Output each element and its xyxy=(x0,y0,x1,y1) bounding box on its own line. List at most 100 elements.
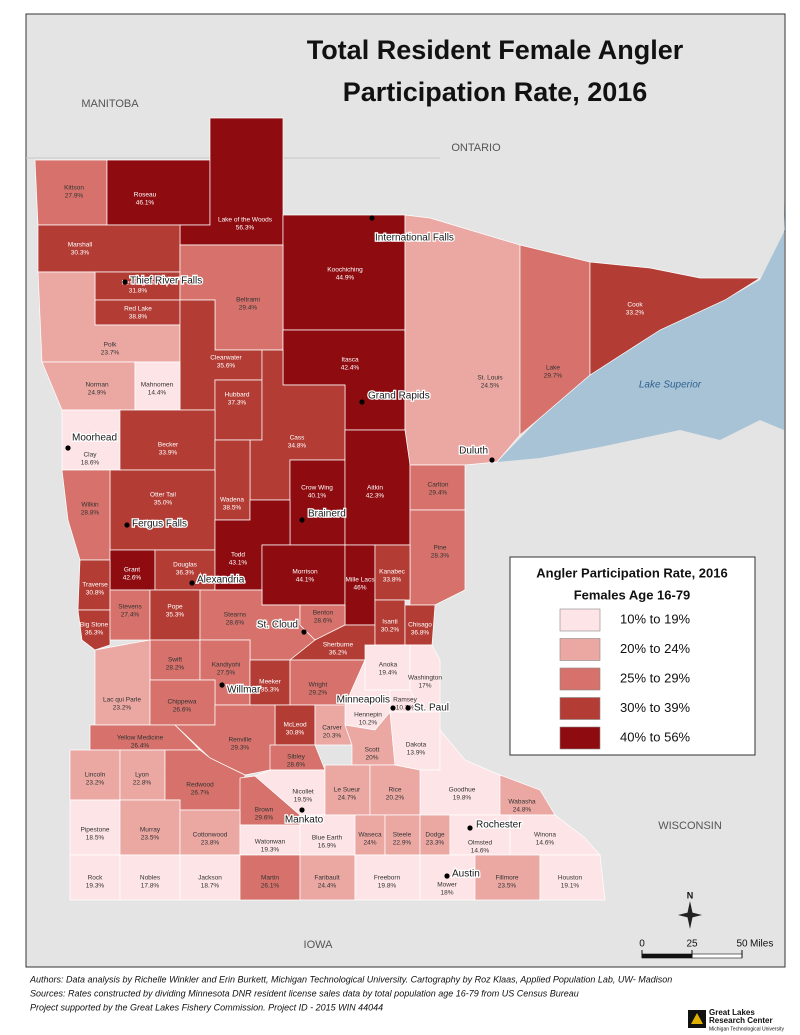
county-value-label: 24% xyxy=(363,840,376,847)
county-name: Wabasha xyxy=(508,799,536,806)
county-value-label: 42.3% xyxy=(366,493,385,500)
county-name: Martin xyxy=(261,875,279,882)
county-value-label: 28.2% xyxy=(166,665,185,672)
city-label: Fergus Falls xyxy=(132,519,187,530)
scale-tick-label: 25 xyxy=(686,939,698,950)
county-name: Blue Earth xyxy=(312,835,343,842)
county-name: Lake xyxy=(546,365,560,372)
region-label: IOWA xyxy=(304,939,334,951)
county-value-label: 22.8% xyxy=(133,780,152,787)
scale-tick-label: 0 xyxy=(639,939,645,950)
county-name: Kanabec xyxy=(379,569,405,576)
city-dot xyxy=(65,445,71,451)
city-dot xyxy=(301,629,307,635)
city-label: Austin xyxy=(452,869,480,880)
city-label: Minneapolis xyxy=(337,695,390,706)
county-value-label: 30.3% xyxy=(71,250,90,257)
county-name: Goodhue xyxy=(449,787,476,794)
county-value-label: 13.9% xyxy=(407,750,426,757)
county-name: Traverse xyxy=(82,582,108,589)
county xyxy=(539,854,606,901)
county-name: Sherburne xyxy=(323,642,354,649)
county-value-label: 26.1% xyxy=(261,883,280,890)
county-value-label: 14.4% xyxy=(148,390,167,397)
legend-label: 30% to 39% xyxy=(620,700,691,715)
county-name: Marshall xyxy=(68,242,93,249)
county-name: Anoka xyxy=(379,662,398,669)
county-value-label: 29.4% xyxy=(429,490,448,497)
county-value-label: 35.6% xyxy=(217,363,236,370)
county-value-label: 17% xyxy=(418,683,431,690)
county-value-label: 19.8% xyxy=(378,883,397,890)
county-value-label: 29.2% xyxy=(309,690,328,697)
county-name: Douglas xyxy=(173,562,198,569)
county-name: Mahnomen xyxy=(141,382,174,389)
county-name: Wilkin xyxy=(81,502,99,509)
county-name: Roseau xyxy=(134,192,157,199)
logo-icon-mark xyxy=(691,1013,703,1024)
legend-box xyxy=(509,556,756,756)
scale-tick-label: 50 xyxy=(736,939,748,950)
county-name: Waseca xyxy=(358,832,382,839)
county-value-label: 14.6% xyxy=(471,848,490,855)
county-name: Freeborn xyxy=(374,875,401,882)
county-value-label: 24.7% xyxy=(338,795,357,802)
county-name: Pine xyxy=(433,545,446,552)
county-value-label: 26.6% xyxy=(173,707,192,714)
county-name: Todd xyxy=(231,552,245,559)
county-name: Wadena xyxy=(220,497,244,504)
cities: Thief River Falls Moorhead Fergus Falls Ale… xyxy=(65,215,523,881)
county-value-label: 37.3% xyxy=(228,400,247,407)
county-value-label: 33.9% xyxy=(159,450,178,457)
county-name: Dodge xyxy=(425,832,445,839)
footer-line: Authors: Data analysis by Richelle Winkl… xyxy=(29,974,672,984)
county-name: Lac qui Parle xyxy=(103,697,141,704)
county-value-label: 14.6% xyxy=(536,840,555,847)
county-value-label: 26.7% xyxy=(191,790,210,797)
county-name: Lake of the Woods xyxy=(218,217,273,224)
county-value-label: 18.6% xyxy=(81,460,100,467)
county-value-label: 31.8% xyxy=(129,288,148,295)
county-name: Otter Tail xyxy=(150,492,176,499)
county-name: Carlton xyxy=(428,482,449,489)
region-label: ONTARIO xyxy=(451,142,501,154)
county xyxy=(509,814,601,856)
county-name: Yellow Medicine xyxy=(117,735,164,742)
county-name: Pope xyxy=(167,604,183,611)
legend: Angler Participation Rate, 2016 Females A… xyxy=(536,565,728,750)
title: Total Resident Female Angler xyxy=(307,35,684,65)
scale-unit: Miles xyxy=(750,939,773,950)
lake-superior xyxy=(497,200,785,462)
county xyxy=(519,244,591,436)
county-name: Jackson xyxy=(198,875,222,882)
county-value-label: 29.3% xyxy=(231,745,250,752)
county-name: Cook xyxy=(627,302,643,309)
county xyxy=(404,214,521,466)
county-name: Grant xyxy=(124,567,140,574)
county-value-label: 27.5% xyxy=(217,670,236,677)
county-name: Rice xyxy=(388,787,401,794)
legend-label: 25% to 29% xyxy=(620,670,691,685)
county-value-label: 46% xyxy=(353,585,366,592)
county-name: Scott xyxy=(365,747,380,754)
city-label: International Falls xyxy=(375,233,454,244)
county-name: Carver xyxy=(322,725,342,732)
county-name: Winona xyxy=(534,832,556,839)
county-value-label: 28.6% xyxy=(226,620,245,627)
county-value-label: 40.1% xyxy=(308,493,327,500)
region-label: WISCONSIN xyxy=(658,820,722,832)
city-dot xyxy=(219,682,225,688)
county xyxy=(94,639,151,726)
county-name: Faribault xyxy=(314,875,339,882)
legend-title: Angler Participation Rate, 2016 xyxy=(536,565,727,580)
county-name: Sibley xyxy=(287,754,305,761)
county-value-label: 20% xyxy=(365,755,378,762)
city-label: Willmar xyxy=(227,685,261,696)
county-name: Chippewa xyxy=(168,699,197,706)
county-value-label: 46.1% xyxy=(136,200,155,207)
lake-label: Lake Superior xyxy=(639,380,702,391)
scale-segment xyxy=(641,953,693,959)
county-name: Houston xyxy=(558,875,583,882)
